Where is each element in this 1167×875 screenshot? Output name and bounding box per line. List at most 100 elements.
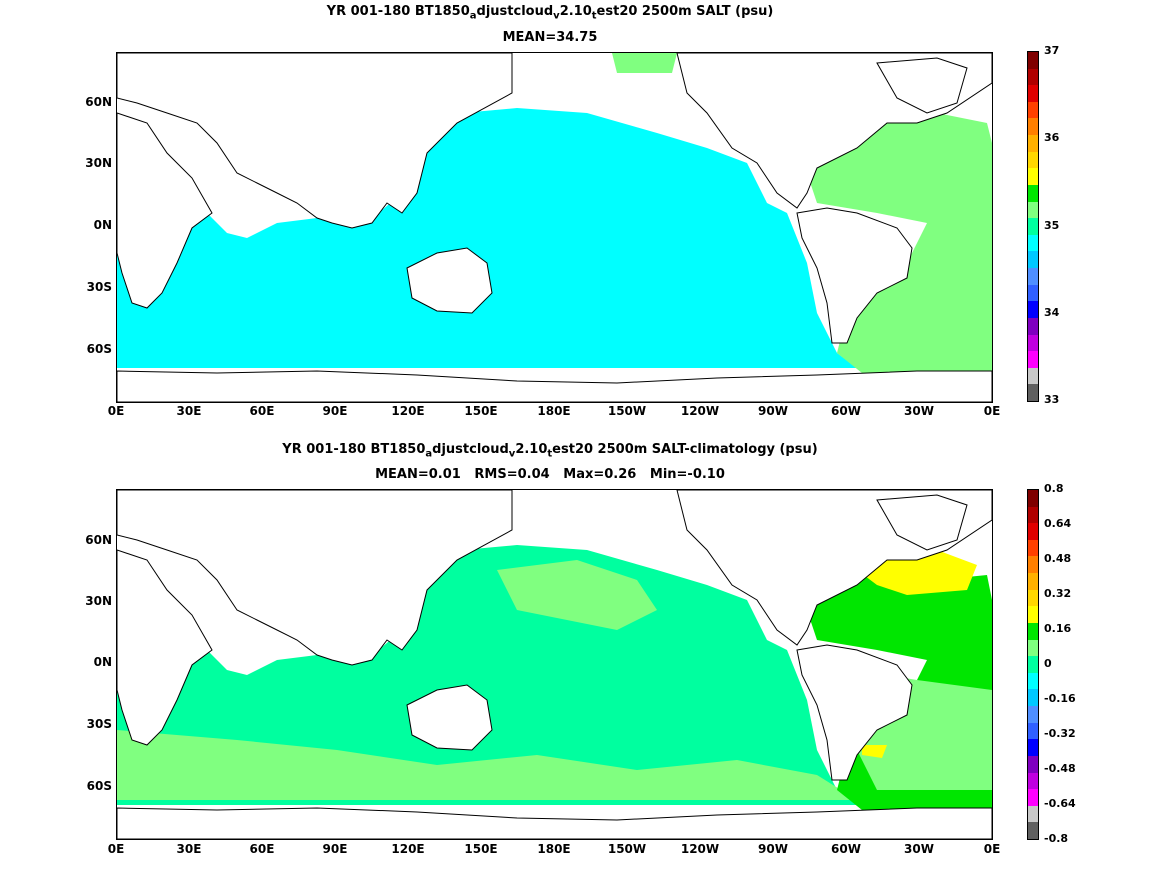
panel1-xtick: 90W bbox=[758, 404, 788, 418]
australia-land bbox=[406, 684, 493, 751]
panel2-xtick: 60W bbox=[831, 842, 861, 856]
eurasia-land bbox=[117, 53, 513, 229]
colorbar-swatch bbox=[1028, 822, 1038, 840]
colorbar-swatch bbox=[1028, 706, 1038, 724]
colorbar-swatch bbox=[1028, 506, 1038, 524]
panel2-xtick: 90W bbox=[758, 842, 788, 856]
panel1-xtick: 60E bbox=[249, 404, 275, 418]
panel1-colorbar-label: 33 bbox=[1044, 393, 1060, 406]
panel2-ytick: 0N bbox=[93, 655, 112, 669]
panel2-xtick: 120E bbox=[391, 842, 425, 856]
colorbar-swatch bbox=[1028, 251, 1038, 269]
panel1-subtitle: MEAN=34.75 bbox=[502, 30, 598, 45]
panel1-colorbar-label: 37 bbox=[1044, 44, 1060, 57]
panel2-colorbar-label: -0.48 bbox=[1044, 762, 1076, 775]
global-anomaly-fill bbox=[117, 545, 857, 805]
antarctica-land bbox=[117, 370, 992, 402]
africa-land bbox=[117, 112, 213, 309]
colorbar-swatch bbox=[1028, 218, 1038, 236]
colorbar-swatch bbox=[1028, 85, 1038, 103]
panel1-xtick: 120W bbox=[680, 404, 720, 418]
panel2-xtick: 180E bbox=[537, 842, 571, 856]
colorbar-swatch bbox=[1028, 539, 1038, 557]
colorbar-swatch bbox=[1028, 772, 1038, 790]
panel2-colorbar-label: -0.16 bbox=[1044, 692, 1076, 705]
colorbar-swatch bbox=[1028, 284, 1038, 302]
australia-land bbox=[406, 247, 493, 314]
panel1-xtick: 150W bbox=[607, 404, 647, 418]
colorbar-swatch bbox=[1028, 168, 1038, 186]
panel2-colorbar-label: 0.16 bbox=[1044, 622, 1072, 635]
pacific-indian-salinity-fill bbox=[117, 108, 857, 368]
colorbar-swatch bbox=[1028, 689, 1038, 707]
panel2-map bbox=[116, 489, 993, 840]
panel1-ytick: 60N bbox=[85, 95, 112, 109]
panel1-xtick: 0E bbox=[983, 404, 1001, 418]
colorbar-swatch bbox=[1028, 805, 1038, 823]
colorbar-swatch bbox=[1028, 334, 1038, 352]
colorbar-swatch bbox=[1028, 268, 1038, 286]
colorbar-swatch bbox=[1028, 101, 1038, 119]
greenland-land bbox=[876, 57, 968, 114]
colorbar-swatch bbox=[1028, 135, 1038, 153]
colorbar-swatch bbox=[1028, 317, 1038, 335]
panel1-title: YR 001-180 BT1850adjustcloudv2.10test20 … bbox=[326, 4, 774, 22]
south-atlantic-yellow-fill bbox=[862, 745, 887, 758]
panel1-xtick: 30W bbox=[904, 404, 934, 418]
panel2-ytick: 60S bbox=[86, 779, 112, 793]
panel2-colorbar-label: 0.32 bbox=[1044, 587, 1072, 600]
panel2-xtick: 0E bbox=[107, 842, 125, 856]
panel1-ytick: 30N bbox=[85, 156, 112, 170]
colorbar-swatch bbox=[1028, 523, 1038, 541]
colorbar-swatch bbox=[1028, 622, 1038, 641]
pacific-lightgreen-patches bbox=[497, 560, 657, 630]
panel1-ytick: 30S bbox=[86, 280, 112, 294]
panel1-xtick: 0E bbox=[107, 404, 125, 418]
colorbar-swatch bbox=[1028, 301, 1038, 319]
panel2-xtick: 60E bbox=[249, 842, 275, 856]
panel2-colorbar bbox=[1027, 489, 1039, 840]
panel2-colorbar-label: -0.32 bbox=[1044, 727, 1076, 740]
antarctica-land bbox=[117, 807, 992, 839]
colorbar-swatch bbox=[1028, 490, 1038, 508]
panel2-colorbar-label: 0 bbox=[1044, 657, 1052, 670]
north-atlantic-greenish-fill bbox=[612, 53, 677, 73]
south-america-land bbox=[796, 644, 913, 781]
colorbar-swatch bbox=[1028, 384, 1038, 402]
panel1-colorbar bbox=[1027, 51, 1039, 402]
africa-land bbox=[117, 549, 213, 746]
panel1-xtick: 120E bbox=[391, 404, 425, 418]
panel1-xtick: 60W bbox=[831, 404, 861, 418]
south-america-land bbox=[796, 207, 913, 344]
panel1-xtick: 180E bbox=[537, 404, 571, 418]
panel1-xtick: 30E bbox=[176, 404, 202, 418]
panel1-colorbar-label: 35 bbox=[1044, 219, 1060, 232]
panel1-xtick: 90E bbox=[322, 404, 348, 418]
colorbar-swatch bbox=[1028, 573, 1038, 591]
panel1-ytick: 60S bbox=[86, 342, 112, 356]
panel1-colorbar-label: 34 bbox=[1044, 306, 1060, 319]
colorbar-swatch bbox=[1028, 234, 1038, 252]
panel2-colorbar-label: 0.8 bbox=[1044, 482, 1064, 495]
colorbar-swatch bbox=[1028, 184, 1038, 203]
panel2-colorbar-label: 0.48 bbox=[1044, 552, 1072, 565]
panel2-xtick: 30W bbox=[904, 842, 934, 856]
panel2-xtick: 30E bbox=[176, 842, 202, 856]
colorbar-swatch bbox=[1028, 789, 1038, 807]
colorbar-swatch bbox=[1028, 672, 1038, 690]
panel2-anomaly-map bbox=[117, 490, 992, 839]
colorbar-swatch bbox=[1028, 52, 1038, 70]
panel1-salinity-map bbox=[117, 53, 992, 402]
panel2-ytick: 30S bbox=[86, 717, 112, 731]
colorbar-swatch bbox=[1028, 755, 1038, 773]
panel2-colorbar-label: 0.64 bbox=[1044, 517, 1072, 530]
colorbar-swatch bbox=[1028, 589, 1038, 607]
eurasia-land bbox=[117, 490, 513, 666]
colorbar-swatch bbox=[1028, 556, 1038, 574]
panel2-xtick: 0E bbox=[983, 842, 1001, 856]
panel2-xtick: 150W bbox=[607, 842, 647, 856]
panel2-ytick: 30N bbox=[85, 594, 112, 608]
panel2-title: YR 001-180 BT1850adjustcloudv2.10test20 … bbox=[282, 442, 818, 460]
greenland-land bbox=[876, 494, 968, 551]
colorbar-swatch bbox=[1028, 739, 1038, 757]
